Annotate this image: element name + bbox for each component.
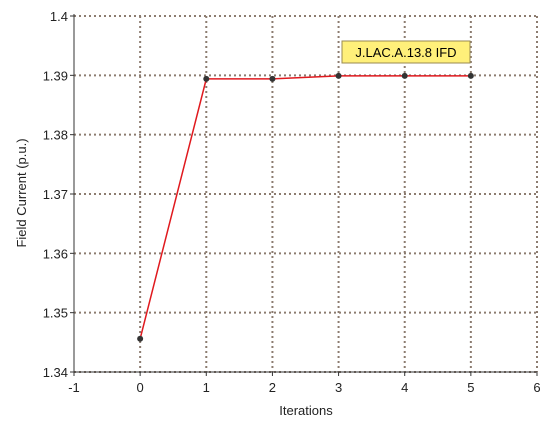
axis-labels: Iterations Field Current (p.u.) xyxy=(14,138,333,418)
x-tick-label: 2 xyxy=(269,380,276,395)
x-axis-label: Iterations xyxy=(279,403,333,418)
x-tick-label: -1 xyxy=(68,380,80,395)
y-tick-label: 1.37 xyxy=(43,187,68,202)
data-point xyxy=(137,335,144,342)
legend-box xyxy=(341,40,471,64)
x-tick-label: 6 xyxy=(533,380,540,395)
x-tick-label: 0 xyxy=(137,380,144,395)
y-tick-label: 1.38 xyxy=(43,128,68,143)
series xyxy=(137,72,474,342)
legend: J.LAC.A.13.8 IFD xyxy=(341,40,471,64)
y-tick-label: 1.39 xyxy=(43,68,68,83)
grid xyxy=(74,15,538,373)
y-axis-label: Field Current (p.u.) xyxy=(14,138,29,247)
y-tick-label: 1.36 xyxy=(43,246,68,261)
tick-labels: -1 0 1 2 3 4 5 6 1.34 1.35 1.36 1.37 1.38 1.39 1.4 xyxy=(43,9,541,395)
data-point xyxy=(269,75,276,82)
y-tick-label: 1.34 xyxy=(43,365,68,380)
x-tick-label: 3 xyxy=(335,380,342,395)
x-tick-label: 4 xyxy=(401,380,408,395)
legend-label: J.LAC.A.13.8 IFD xyxy=(355,45,456,60)
y-tick-label: 1.4 xyxy=(50,9,68,24)
x-tick-label: 1 xyxy=(203,380,210,395)
data-point xyxy=(203,75,210,82)
data-point xyxy=(467,72,474,79)
series-line xyxy=(139,75,471,339)
y-tick-label: 1.35 xyxy=(43,306,68,321)
data-point xyxy=(401,72,408,79)
data-point xyxy=(335,72,342,79)
x-tick-label: 5 xyxy=(467,380,474,395)
